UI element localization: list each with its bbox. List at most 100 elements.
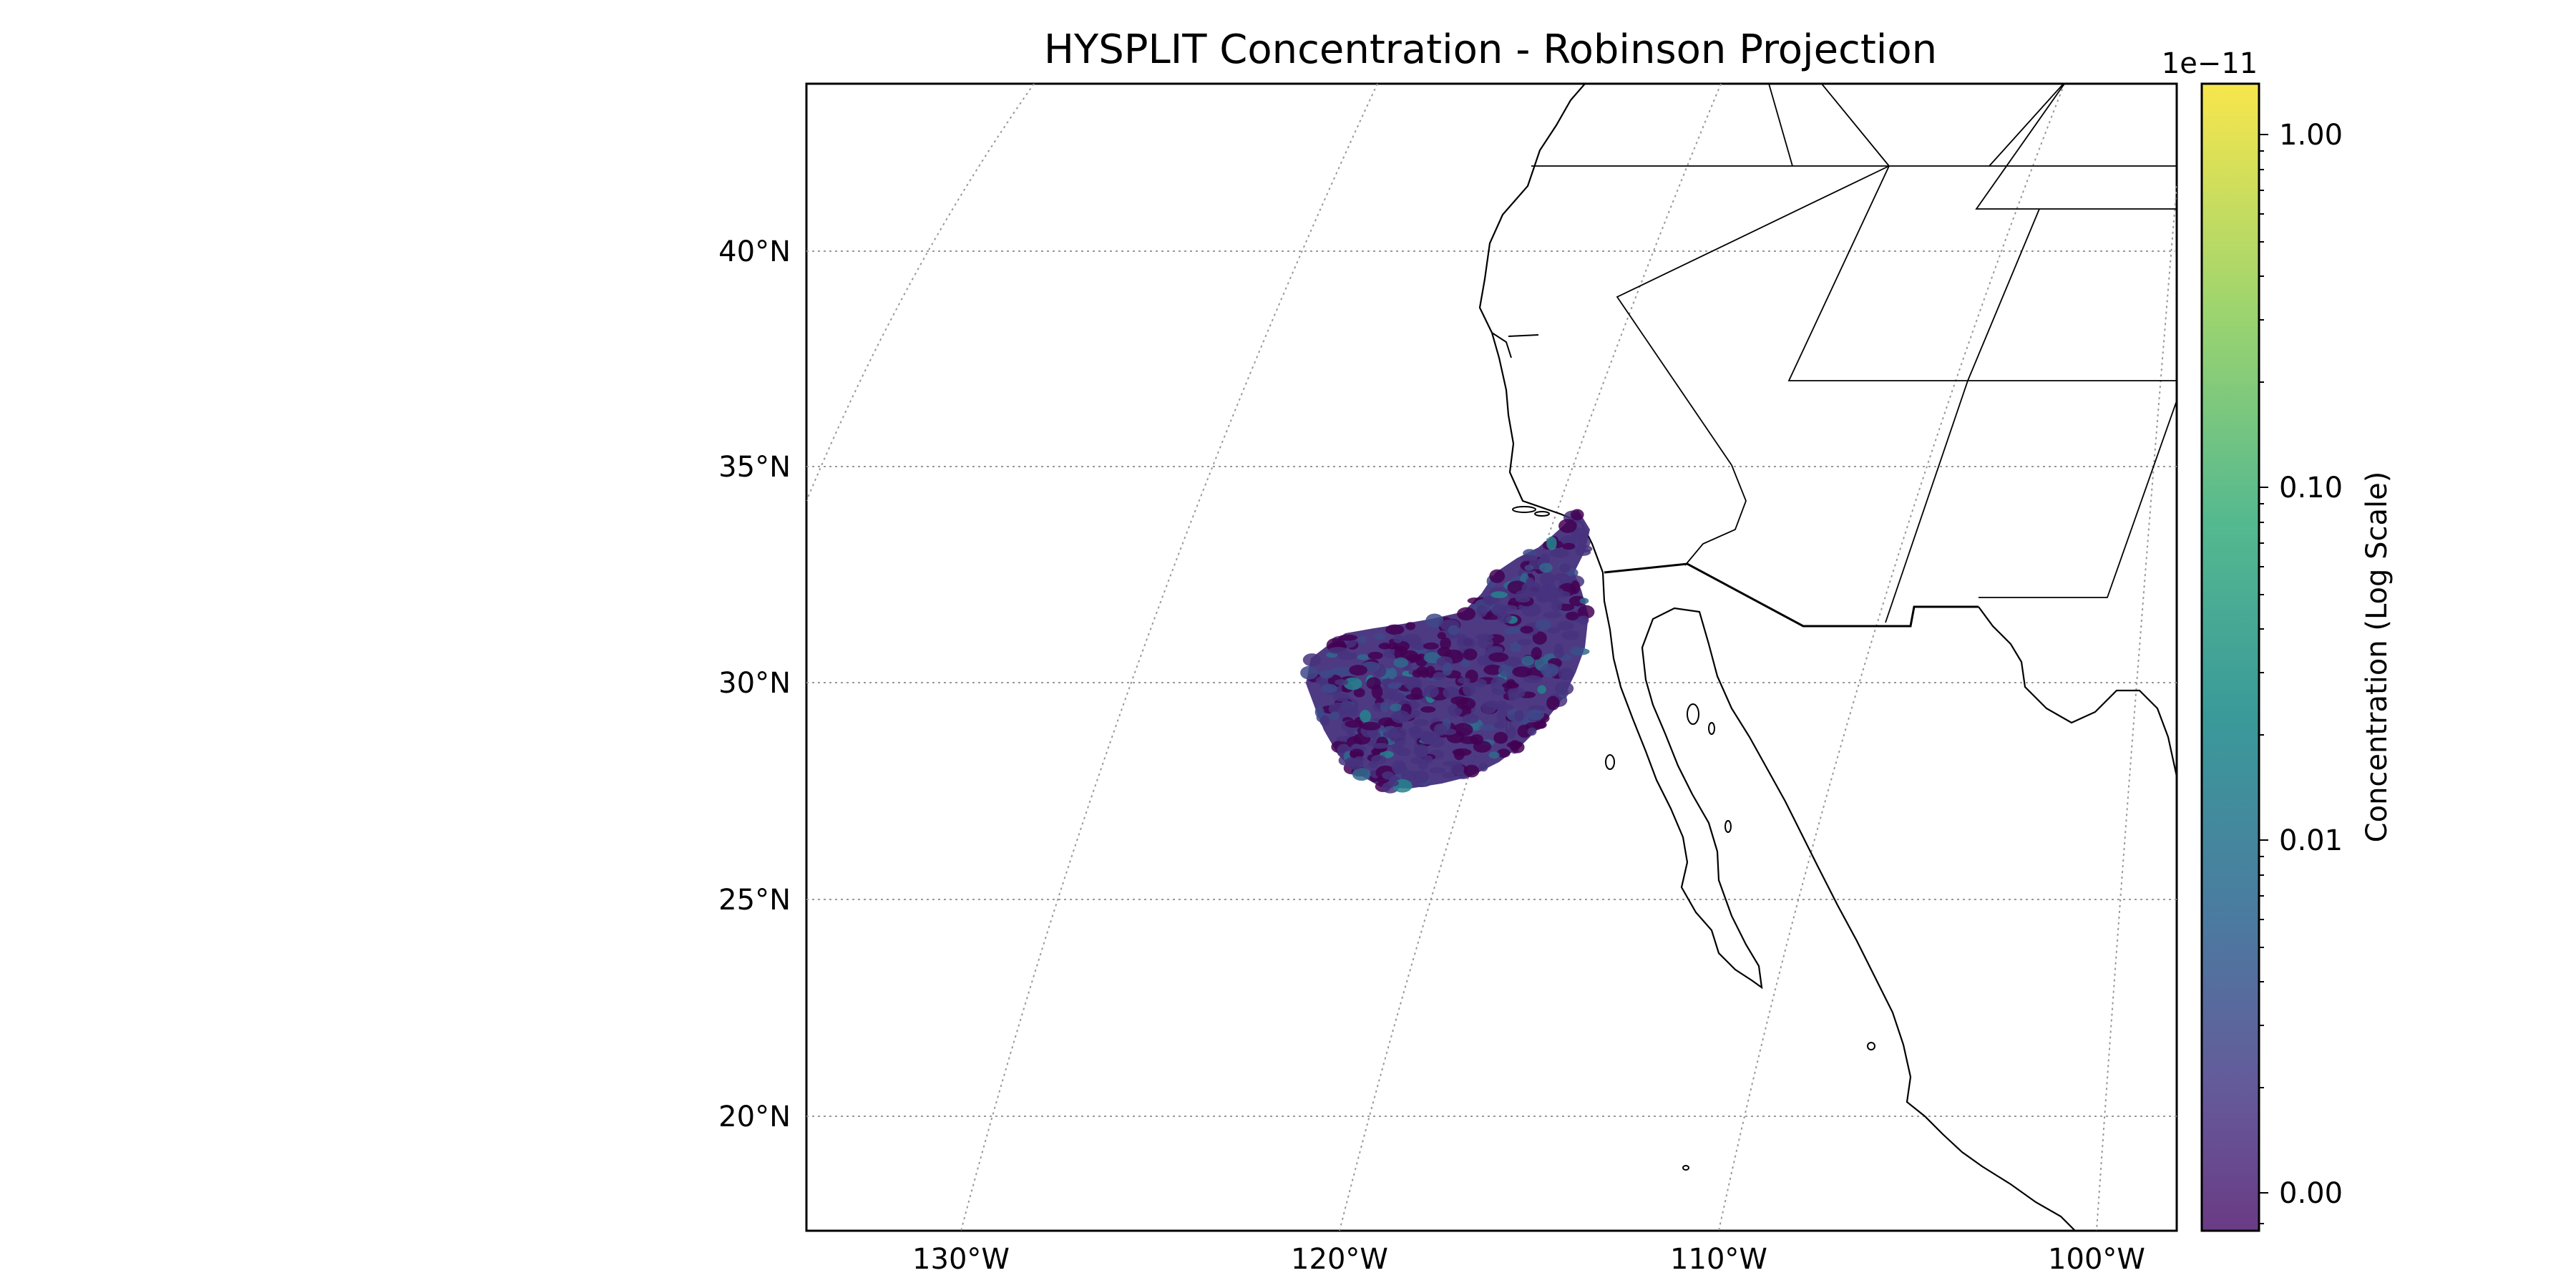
plume-particle (1380, 701, 1390, 713)
plume-particle (1483, 664, 1503, 675)
plume-particle (1437, 646, 1451, 657)
plume-particle (1330, 711, 1340, 720)
plume-particle (1463, 764, 1480, 778)
colorbar-ticks (2259, 134, 2268, 1224)
plume-particle (1387, 780, 1399, 786)
plume-particle (1348, 704, 1359, 717)
colorbar-tick-0: 0.00 (2279, 1177, 2343, 1210)
lon-label-120w: 120°W (1291, 1243, 1388, 1276)
plume-particle (1333, 693, 1350, 702)
plume-particle (1571, 527, 1589, 540)
plume-particle (1561, 669, 1571, 680)
plume-particle (1383, 731, 1401, 738)
plume-particle (1503, 656, 1522, 667)
plume-particle (1507, 726, 1516, 738)
plume-particle (1570, 509, 1584, 521)
plume-particle (1473, 741, 1492, 753)
plume-particle (1532, 631, 1547, 645)
longitude-gridlines (806, 84, 2177, 1231)
plume-particle (1357, 635, 1367, 643)
plume-particle (1500, 605, 1518, 612)
plume-particle (1523, 675, 1542, 683)
plume-particle (1516, 590, 1536, 599)
plume-particle (1433, 723, 1447, 736)
us-mexico-border (1604, 562, 1979, 628)
plume-particle (1387, 682, 1402, 689)
plume-particle (1493, 731, 1508, 744)
plume-particle (1410, 687, 1423, 699)
colorbar-tick-1: 1.00 (2279, 119, 2343, 152)
plume-particle (1385, 624, 1405, 635)
plume-particle (1302, 653, 1321, 667)
plume-particle (1496, 701, 1507, 709)
coastline (1478, 84, 2076, 1231)
plume-particle (1565, 611, 1579, 620)
plume-particle (1410, 726, 1422, 739)
plume-particle (1319, 670, 1334, 679)
plume-particle (1335, 679, 1349, 686)
plume-particle (1476, 605, 1488, 618)
plume-particle (1413, 770, 1429, 784)
plume-particle (1456, 697, 1476, 711)
colorbar-tick-0-01: 0.01 (2279, 824, 2343, 857)
plume-particle (1547, 627, 1561, 633)
plume-particle (1478, 763, 1488, 772)
plume-particle (1544, 587, 1564, 597)
plume-particle (1491, 591, 1508, 598)
lat-label-20: 20°N (718, 1101, 791, 1133)
plume-particle (1497, 748, 1511, 758)
plume-particle (1458, 677, 1470, 684)
plume-particle (1448, 625, 1460, 635)
plume-particle (1527, 727, 1537, 736)
plume-particle (1541, 663, 1559, 678)
plume-particle (1367, 651, 1383, 660)
plume-particle (1450, 763, 1465, 775)
plume-particle (1350, 748, 1365, 758)
plume-particle (1387, 692, 1405, 702)
meridian-140w (806, 84, 1035, 502)
plume-particle (1520, 625, 1533, 634)
plume-particle (1539, 572, 1556, 587)
plume-particle (1413, 719, 1429, 726)
plume-particle (1551, 600, 1562, 613)
plume-particle (1349, 665, 1367, 676)
plume-particle (1489, 569, 1506, 583)
plume-particle (1429, 767, 1446, 774)
plume-particle (1536, 592, 1551, 603)
plume-particle (1537, 685, 1546, 694)
plume-particle (1510, 641, 1521, 653)
meridian-130w (960, 84, 1378, 1231)
plume-particle (1392, 640, 1410, 652)
plume-particle (1314, 706, 1324, 718)
plume-particle (1533, 721, 1547, 729)
plume-particle (1547, 597, 1560, 604)
plume-particle (1543, 612, 1561, 618)
plume-particle (1514, 710, 1525, 722)
colorbar-offset-text: 1e−11 (2162, 47, 2258, 80)
plume-particle (1561, 542, 1576, 550)
plume-particle (1575, 545, 1593, 553)
meridian-100w (2096, 185, 2177, 1231)
lat-label-25: 25°N (718, 884, 791, 917)
plume-particle (1392, 634, 1403, 643)
plume-particle (1558, 519, 1577, 533)
plume-particle (1473, 678, 1487, 688)
plume-particle (1440, 637, 1451, 650)
plume-particle (1443, 686, 1460, 699)
plume-particle (1353, 688, 1365, 698)
map-panel: 40°N 35°N 30°N 25°N 20°N 130°W 120°W 110… (718, 82, 2178, 1276)
plume-particle (1338, 634, 1358, 641)
lat-label-40: 40°N (718, 235, 791, 268)
plume-particle (1343, 677, 1362, 691)
plume-particle (1569, 646, 1584, 656)
plume-particle (1457, 607, 1476, 621)
coastline-east (1978, 606, 2177, 777)
plume-particle (1420, 669, 1430, 678)
plume-particle (1457, 637, 1476, 649)
bay-area-coast (1491, 332, 1539, 358)
plume-particle (1460, 659, 1471, 667)
plume-particle (1506, 741, 1523, 748)
plume-particle (1328, 647, 1348, 654)
colorbar: 1e−11 (2162, 47, 2394, 1232)
